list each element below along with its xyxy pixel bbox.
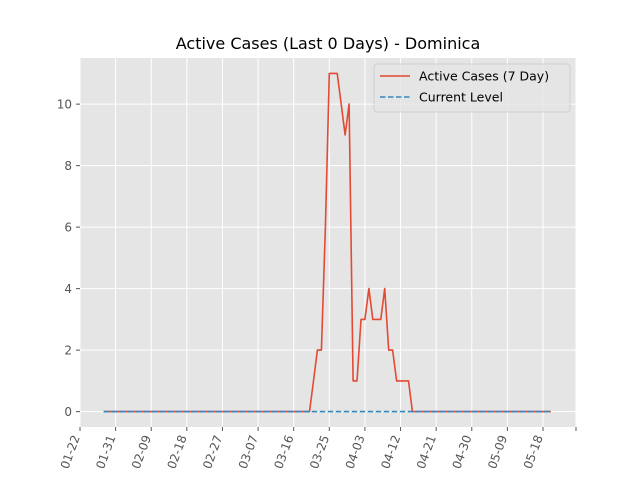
- y-tick-label: 10: [57, 98, 72, 112]
- y-tick-label: 6: [64, 221, 72, 235]
- series-line-active-cases: [103, 72, 551, 413]
- chart-title: Active Cases (Last 0 Days) - Dominica: [176, 34, 481, 53]
- legend-label: Current Level: [419, 90, 503, 105]
- y-axis: 0 2 4 6 8 10: [57, 98, 80, 419]
- x-grid: [79, 58, 577, 427]
- y-tick-label: 8: [64, 159, 72, 173]
- y-tick-label: 2: [64, 344, 72, 358]
- legend-box: [373, 63, 571, 113]
- y-tick-label: 0: [64, 405, 72, 419]
- y-tick-label: 4: [64, 282, 72, 296]
- legend-label: Active Cases (7 Day): [419, 69, 549, 84]
- legend: Active Cases (7 Day) Current Level: [373, 63, 571, 113]
